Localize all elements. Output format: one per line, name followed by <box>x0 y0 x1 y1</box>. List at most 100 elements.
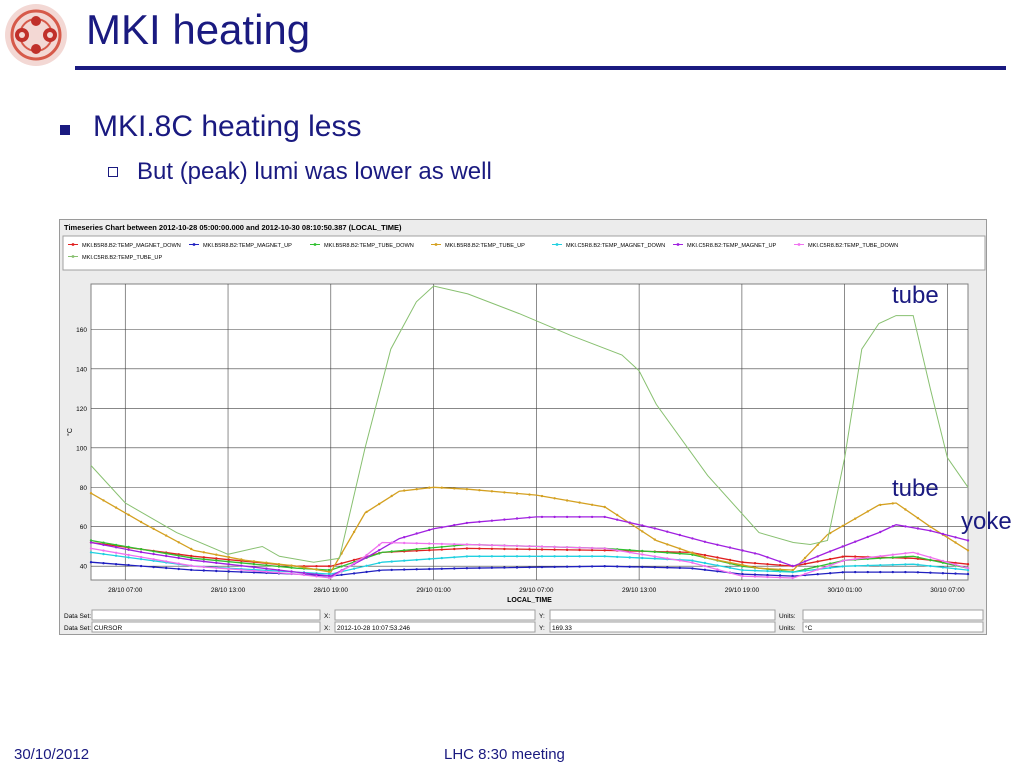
series-marker <box>190 564 193 567</box>
legend-marker <box>555 243 559 246</box>
legend-label: MKI.B5R8.B2:TEMP_TUBE_UP <box>445 243 525 249</box>
series-marker <box>879 564 882 567</box>
series-marker <box>252 569 256 572</box>
series-marker <box>165 552 168 555</box>
series-marker <box>703 553 707 557</box>
series-marker <box>829 562 832 565</box>
series-line <box>90 516 969 577</box>
series-marker <box>653 527 656 530</box>
timeseries-chart: Timeseries Chart between 2012-10-28 05:0… <box>62 223 986 633</box>
series-marker <box>215 559 218 562</box>
y-tick-label: 60 <box>80 524 88 531</box>
series-marker <box>428 542 431 545</box>
legend-label: MKI.B5R8.B2:TEMP_MAGNET_DOWN <box>82 243 181 249</box>
series-marker <box>929 558 932 562</box>
series-marker <box>528 555 531 558</box>
series-marker <box>666 557 669 560</box>
series-marker <box>641 565 644 569</box>
legend-marker <box>71 255 75 258</box>
series-marker <box>227 567 230 571</box>
series-marker <box>691 551 694 555</box>
series-marker <box>553 545 556 549</box>
series-marker <box>879 503 882 507</box>
series-marker <box>378 502 381 506</box>
series-marker <box>966 563 970 566</box>
series-marker <box>666 543 669 546</box>
series-marker <box>616 565 619 568</box>
series-marker <box>854 557 857 561</box>
series-marker <box>478 489 481 492</box>
legend-marker <box>192 243 196 246</box>
series-marker <box>753 566 757 569</box>
series-marker <box>503 518 506 521</box>
series-marker <box>428 549 431 552</box>
series-marker <box>165 554 168 558</box>
legend-label: MKI.B5R8.B2:TEMP_TUBE_DOWN <box>324 243 414 249</box>
series-marker <box>716 570 719 573</box>
series-marker <box>327 565 331 568</box>
series-marker <box>403 489 406 492</box>
x-label: X: <box>324 625 330 632</box>
x-axis-label: LOCAL_TIME <box>507 597 552 604</box>
series-marker <box>114 551 118 554</box>
series-marker <box>515 544 519 548</box>
series-marker <box>666 551 669 554</box>
series-marker <box>703 556 707 559</box>
series-marker <box>553 497 556 500</box>
series-marker <box>102 541 105 544</box>
series-marker <box>302 571 306 575</box>
series-marker <box>415 558 418 562</box>
series-marker <box>453 556 456 559</box>
legend-marker <box>313 243 317 246</box>
series-marker <box>641 524 644 527</box>
annotation-tube-lower: tube <box>892 475 939 502</box>
series-marker <box>240 568 243 571</box>
series-marker <box>403 559 406 562</box>
series-marker <box>816 573 819 576</box>
series-marker <box>603 505 606 509</box>
series-marker <box>89 541 93 544</box>
series-marker <box>114 506 118 509</box>
series-marker <box>841 571 844 574</box>
series-marker <box>879 557 882 560</box>
series-marker <box>403 536 406 539</box>
annotation-tube-upper: tube <box>892 282 939 309</box>
series-marker <box>465 547 469 550</box>
series-marker <box>904 563 907 566</box>
series-marker <box>603 547 606 550</box>
series-marker <box>816 568 819 571</box>
series-marker <box>465 567 469 570</box>
series-marker <box>139 557 143 561</box>
series-line <box>90 486 969 573</box>
series-marker <box>365 510 368 514</box>
series-marker <box>540 565 544 569</box>
series-marker <box>139 555 143 559</box>
series-marker <box>741 563 744 567</box>
series-marker <box>904 552 907 555</box>
series-marker <box>227 563 230 566</box>
series-marker <box>415 548 418 551</box>
series-marker <box>465 521 469 525</box>
series-marker <box>252 562 256 566</box>
series-marker <box>315 565 318 568</box>
series-marker <box>628 556 631 559</box>
series-marker <box>215 561 218 565</box>
series-marker <box>854 555 857 558</box>
series-marker <box>954 563 957 566</box>
series-marker <box>929 529 932 532</box>
series-marker <box>428 557 431 561</box>
series-marker <box>127 553 130 557</box>
series-marker <box>478 520 481 523</box>
x-value-field <box>334 609 536 621</box>
lhc-logo <box>5 4 67 66</box>
series-marker <box>440 486 443 489</box>
series-marker <box>165 566 168 570</box>
series-marker <box>904 525 907 528</box>
x-tick-label: 29/10 13:00 <box>622 587 657 594</box>
series-marker <box>215 569 218 573</box>
series-marker <box>302 573 306 577</box>
plot-area <box>90 283 969 581</box>
series-marker <box>540 515 544 519</box>
series-marker <box>190 556 193 560</box>
series-marker <box>177 567 180 571</box>
